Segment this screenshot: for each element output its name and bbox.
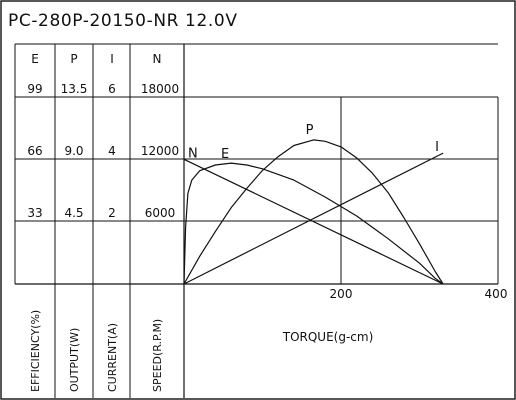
axis-header-N: N	[153, 52, 162, 66]
grid-layer	[15, 96, 498, 284]
side-label-E: EFFICIENCY(%)	[29, 310, 42, 392]
curve-label-N: N	[188, 146, 198, 161]
side-label-I: CURRENT(A)	[106, 323, 119, 392]
axis-E-tick-1: 99	[27, 82, 42, 96]
axis-P-tick-1: 13.5	[61, 82, 88, 96]
axis-E-tick-2: 66	[27, 144, 42, 158]
x-tick-label-200: 200	[330, 287, 353, 301]
curve-label-I: I	[435, 140, 439, 155]
x-tick-label-400: 400	[485, 287, 508, 301]
curve-label-E: E	[221, 147, 229, 162]
axis-E-tick-3: 33	[27, 206, 42, 220]
side-label-P: OUTPUT(W)	[68, 328, 81, 392]
x-axis-title: TORQUE(g-cm)	[282, 330, 374, 344]
axis-I-tick-1: 6	[108, 82, 116, 96]
axis-P-tick-2: 9.0	[64, 144, 83, 158]
curve-P	[183, 139, 444, 285]
axis-N-tick-1: 18000	[141, 82, 179, 96]
axis-P-tick-3: 4.5	[64, 206, 83, 220]
axis-I-tick-3: 2	[108, 206, 116, 220]
axis-header-E: E	[31, 52, 39, 66]
axis-N-tick-2: 12000	[141, 144, 179, 158]
axis-header-I: I	[110, 52, 114, 66]
axis-N-tick-3: 6000	[145, 206, 176, 220]
axis-header-P: P	[70, 52, 77, 66]
curve-I	[183, 152, 444, 285]
text-layer: PC-280P-20150-NR 12.0V E 99 66 33 EFFICIENCY(…	[8, 11, 507, 392]
curve-layer	[183, 139, 444, 285]
chart-title: PC-280P-20150-NR 12.0V	[8, 11, 238, 31]
side-label-N: SPEED(R.P.M)	[151, 319, 164, 392]
curve-N	[183, 158, 444, 285]
curve-label-P: P	[306, 123, 314, 138]
curve-E	[183, 162, 444, 285]
axis-I-tick-2: 4	[108, 144, 116, 158]
